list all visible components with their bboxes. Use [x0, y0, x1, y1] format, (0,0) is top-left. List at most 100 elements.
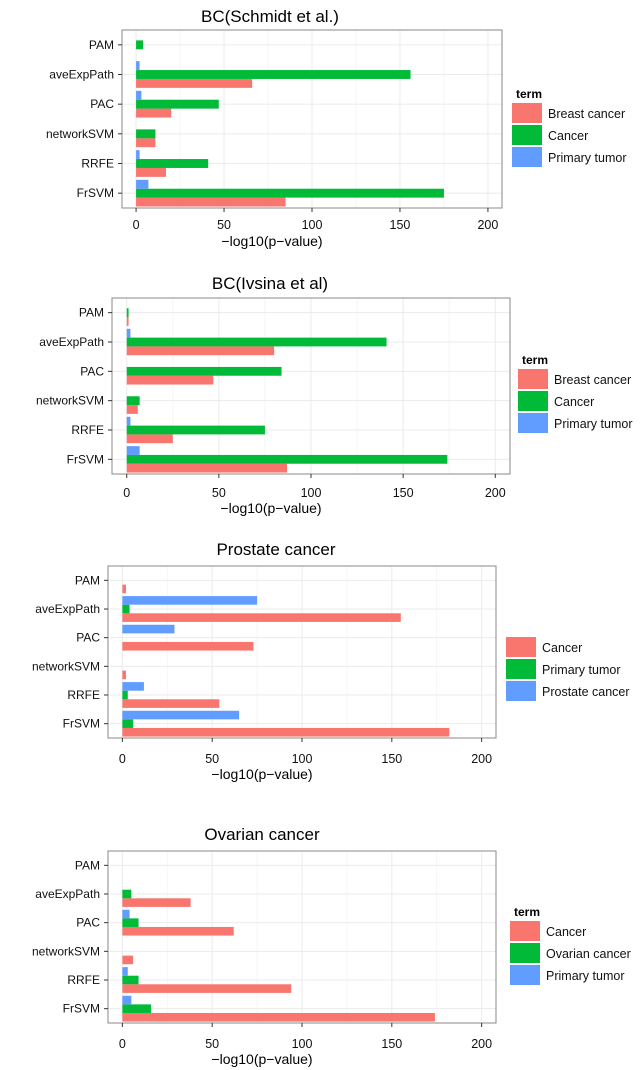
chart-3: Prostate cancer PAM aveExpPath PAC networkSV…	[32, 540, 630, 782]
series-ovarian-cancer	[122, 889, 152, 1013]
y-tick-label: RRFE	[81, 157, 114, 171]
bar	[126, 405, 138, 414]
legend-key	[506, 637, 536, 657]
bar	[122, 641, 254, 651]
legend: Cancer Primary tumor Prostate cancer	[506, 637, 630, 701]
bar	[136, 108, 172, 118]
legend-label: Cancer	[542, 641, 582, 655]
legend-label: Breast cancer	[554, 373, 631, 387]
bar	[122, 967, 128, 976]
x-tick-label: 100	[302, 218, 323, 232]
legend-key	[518, 413, 548, 433]
legend-key	[510, 921, 540, 941]
y-tick-label: PAC	[76, 916, 100, 930]
legend-label: Primary tumor	[542, 663, 620, 677]
bar	[136, 129, 156, 139]
series-primary-tumor	[126, 328, 140, 455]
x-tick-label: 0	[119, 752, 126, 766]
legend-key	[512, 147, 542, 167]
x-tick-label: 100	[301, 486, 322, 500]
series-cancer	[122, 898, 435, 1022]
y-tick-label: RRFE	[67, 973, 100, 987]
bar	[122, 984, 292, 993]
bar	[122, 624, 175, 634]
bar	[136, 188, 444, 198]
x-axis-title: −log10(p−value)	[220, 500, 321, 516]
y-tick-label: PAC	[80, 364, 104, 378]
bar	[126, 308, 129, 318]
legend-label: Cancer	[548, 129, 588, 143]
x-tick-label: 100	[292, 1037, 313, 1051]
y-tick-label: RRFE	[67, 688, 100, 702]
bar	[136, 70, 411, 79]
chart-1: BC(Schmidt et al.) PAM aveExpPath PAC networ…	[46, 7, 627, 249]
x-tick-label: 0	[133, 218, 140, 232]
bar	[136, 150, 140, 160]
bar	[126, 425, 265, 435]
x-axis-title: −log10(p−value)	[211, 766, 312, 782]
bar	[136, 197, 286, 207]
y-tick-label: networkSVM	[36, 394, 104, 408]
y-tick-label: RRFE	[71, 423, 104, 437]
legend: term Breast cancer Cancer Primary tumor	[518, 353, 632, 433]
bar	[122, 682, 144, 691]
y-tick-label: FrSVM	[67, 452, 104, 466]
chart-title: Prostate cancer	[216, 540, 335, 559]
bar	[122, 670, 126, 680]
legend-key	[518, 369, 548, 389]
legend-key	[510, 943, 540, 963]
x-tick-label: 150	[393, 486, 414, 500]
x-tick-label: 0	[119, 1037, 126, 1051]
legend-label: Primary tumor	[554, 417, 632, 431]
x-tick-label: 200	[471, 752, 492, 766]
series-primary-tumor	[122, 604, 134, 728]
y-tick-label: FrSVM	[77, 186, 114, 200]
y-tick-label: PAM	[75, 858, 100, 872]
bar	[122, 710, 240, 720]
series-breast-cancer	[136, 78, 286, 207]
bar	[136, 61, 140, 71]
bar	[126, 375, 214, 385]
y-tick-label: aveExpPath	[35, 887, 100, 901]
legend-label: Primary tumor	[548, 151, 626, 165]
gridlines	[108, 566, 496, 738]
x-tick-label: 150	[390, 218, 411, 232]
legend-key	[506, 659, 536, 679]
legend-label: Prostate cancer	[542, 685, 630, 699]
bar	[122, 690, 128, 700]
y-tick-label: networkSVM	[32, 659, 100, 673]
x-tick-label: 200	[477, 218, 498, 232]
legend-title: term	[514, 905, 540, 919]
y-tick-label: FrSVM	[63, 717, 100, 731]
gridlines	[108, 851, 496, 1023]
legend-label: Cancer	[554, 395, 594, 409]
legend-key	[510, 965, 540, 985]
bar	[136, 138, 156, 148]
y-tick-label: aveExpPath	[49, 68, 114, 82]
bar	[122, 1004, 152, 1013]
bar	[136, 167, 166, 177]
bar	[126, 416, 131, 426]
series-cancer	[122, 584, 450, 737]
x-tick-label: 0	[123, 486, 130, 500]
y-tick-label: aveExpPath	[35, 602, 100, 616]
x-tick-label: 50	[205, 1037, 219, 1051]
bar	[126, 446, 140, 455]
x-tick-label: 100	[292, 752, 313, 766]
legend-label: Ovarian cancer	[546, 947, 631, 961]
bar	[122, 1012, 435, 1022]
legend-title: term	[516, 87, 542, 101]
y-tick-label: PAM	[75, 573, 100, 587]
legend-key	[512, 103, 542, 123]
y-tick-label: networkSVM	[46, 127, 114, 141]
y-tick-label: FrSVM	[63, 1002, 100, 1016]
bar	[136, 99, 219, 109]
x-axis-title: −log10(p−value)	[211, 1051, 312, 1067]
bar	[126, 434, 173, 444]
y-tick-label: PAC	[90, 97, 114, 111]
x-tick-label: 150	[381, 752, 402, 766]
bar	[122, 955, 134, 965]
bar	[122, 699, 220, 708]
chart-title: Ovarian cancer	[204, 825, 320, 844]
bar	[126, 396, 140, 406]
